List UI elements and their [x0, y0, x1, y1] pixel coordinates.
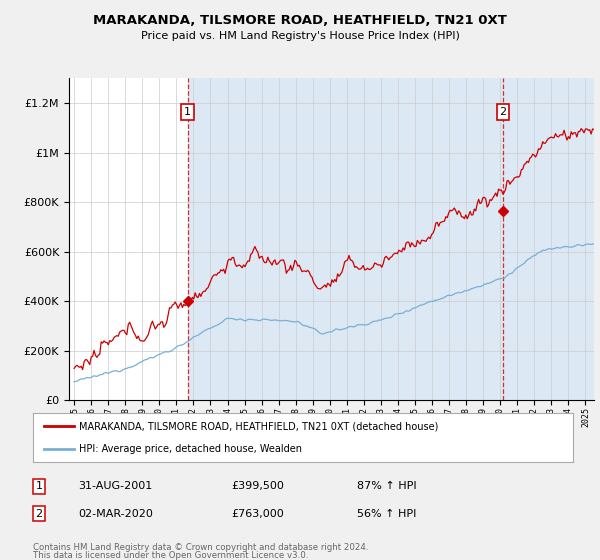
- Text: 1: 1: [184, 107, 191, 117]
- Text: This data is licensed under the Open Government Licence v3.0.: This data is licensed under the Open Gov…: [33, 551, 308, 560]
- Text: 31-AUG-2001: 31-AUG-2001: [78, 481, 152, 491]
- Text: MARAKANDA, TILSMORE ROAD, HEATHFIELD, TN21 0XT: MARAKANDA, TILSMORE ROAD, HEATHFIELD, TN…: [93, 14, 507, 27]
- Text: 2: 2: [35, 508, 43, 519]
- Text: Price paid vs. HM Land Registry's House Price Index (HPI): Price paid vs. HM Land Registry's House …: [140, 31, 460, 41]
- Text: £763,000: £763,000: [231, 508, 284, 519]
- Text: 56% ↑ HPI: 56% ↑ HPI: [357, 508, 416, 519]
- Text: 87% ↑ HPI: 87% ↑ HPI: [357, 481, 416, 491]
- Text: Contains HM Land Registry data © Crown copyright and database right 2024.: Contains HM Land Registry data © Crown c…: [33, 543, 368, 552]
- Text: 1: 1: [35, 481, 43, 491]
- Text: HPI: Average price, detached house, Wealden: HPI: Average price, detached house, Weal…: [79, 444, 302, 454]
- Bar: [188, 78, 594, 400]
- Text: MARAKANDA, TILSMORE ROAD, HEATHFIELD, TN21 0XT (detached house): MARAKANDA, TILSMORE ROAD, HEATHFIELD, TN…: [79, 421, 438, 431]
- Text: 02-MAR-2020: 02-MAR-2020: [78, 508, 153, 519]
- Text: 2: 2: [500, 107, 506, 117]
- Text: £399,500: £399,500: [231, 481, 284, 491]
